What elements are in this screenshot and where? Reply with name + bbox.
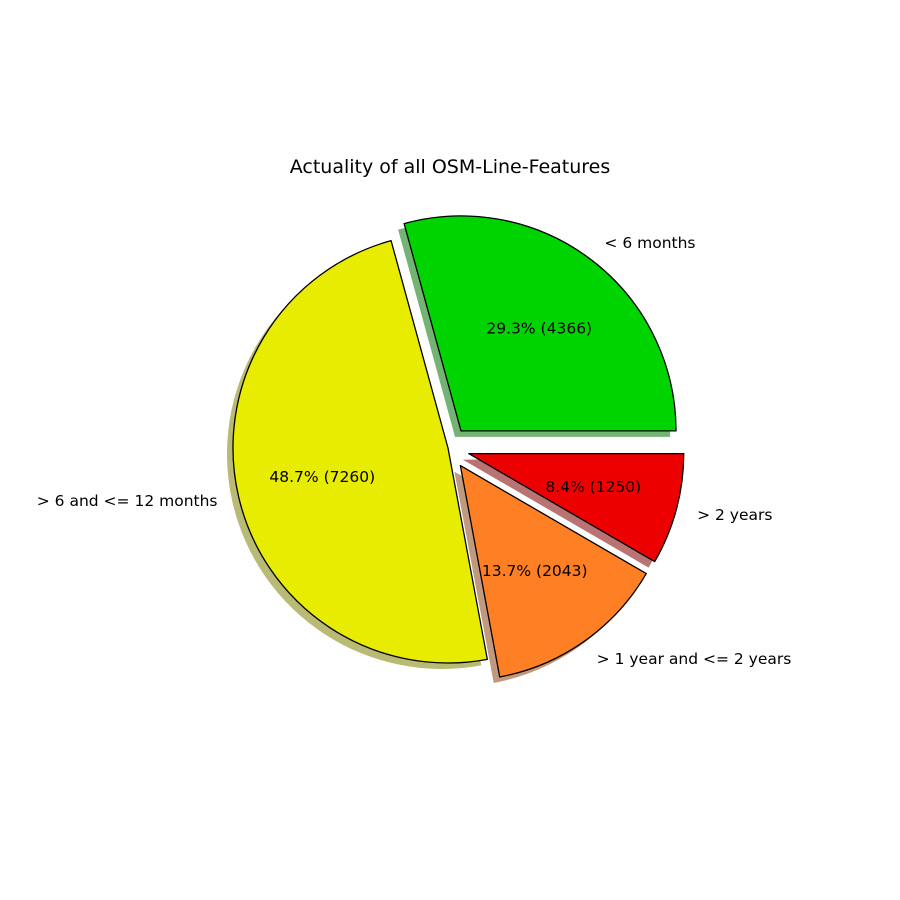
percent-label-6-and-12-months: 48.7% (7260) [269,468,375,486]
percent-label-6-months: 29.3% (4366) [486,319,592,337]
pie-slice-6-months [403,215,677,432]
percent-labels: 29.3% (4366) 48.7% (7260) 13.7% (2043) 8.4%… [269,319,641,580]
pie-slices [232,215,685,678]
pie-slice-6-and-12-months [232,240,488,664]
slice-label-2-years: > 2 years [697,506,772,524]
slice-label-1-year-and-2-years: > 1 year and <= 2 years [597,650,792,668]
slice-labels: < 6 months > 6 and <= 12 months > 1 year a… [37,234,792,668]
percent-label-1-year-and-2-years: 13.7% (2043) [482,562,588,580]
pie-slice-2-years [468,452,685,563]
slice-label-6-months: < 6 months [604,234,695,252]
chart-title: Actuality of all OSM-Line-Features [290,156,611,178]
pie-slice-1-year-and-2-years [459,464,647,678]
percent-label-2-years: 8.4% (1250) [545,478,641,496]
slice-label-6-and-12-months: > 6 and <= 12 months [37,492,218,510]
